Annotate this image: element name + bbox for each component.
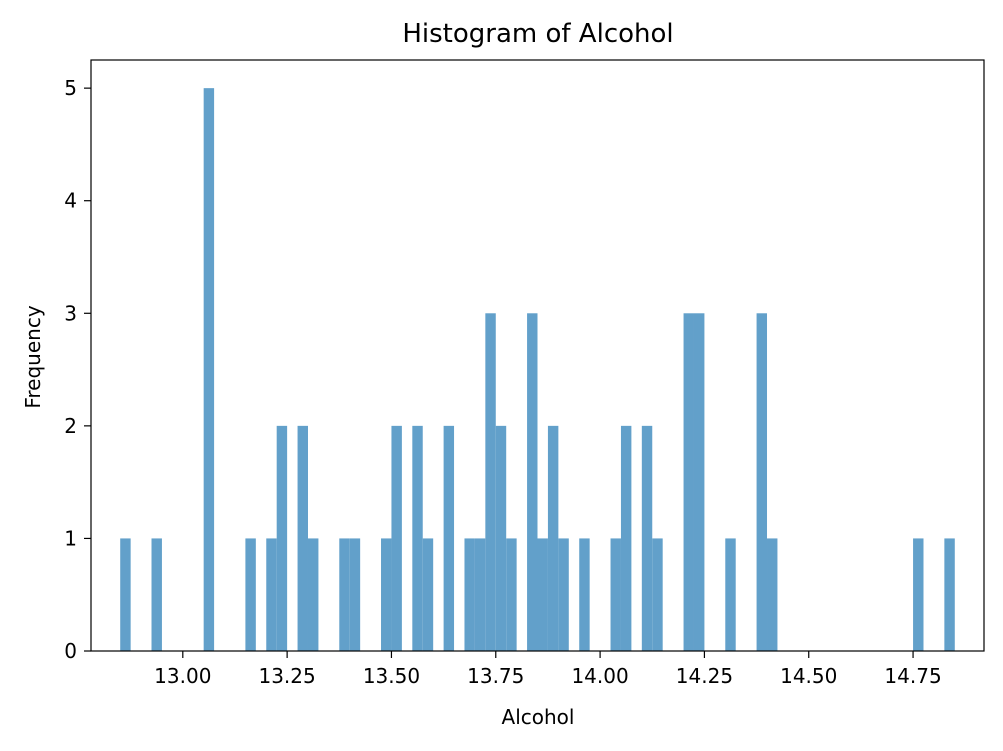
chart-title: Histogram of Alcohol bbox=[402, 19, 673, 49]
x-tick-label: 13.75 bbox=[467, 664, 524, 688]
histogram-bar bbox=[506, 538, 517, 651]
histogram-bar bbox=[464, 538, 475, 651]
y-tick-label: 2 bbox=[64, 414, 77, 438]
histogram-bar bbox=[443, 425, 455, 651]
histogram-bar bbox=[547, 425, 559, 651]
histogram-bar bbox=[349, 538, 361, 651]
y-tick-label: 0 bbox=[64, 639, 77, 663]
histogram-bar bbox=[203, 88, 215, 651]
y-tick-label: 5 bbox=[64, 76, 77, 100]
histogram-bar bbox=[944, 538, 955, 651]
histogram-bar bbox=[767, 538, 778, 651]
histogram-bar bbox=[151, 538, 162, 651]
histogram-bar bbox=[339, 538, 350, 651]
histogram-bar bbox=[381, 538, 392, 651]
x-tick-label: 13.50 bbox=[363, 664, 420, 688]
histogram-bar bbox=[620, 425, 632, 651]
y-tick-label: 1 bbox=[64, 526, 77, 550]
histogram-bar bbox=[266, 538, 277, 651]
x-tick-label: 13.00 bbox=[154, 664, 211, 688]
histogram-bar bbox=[579, 538, 590, 651]
x-tick-label: 14.00 bbox=[571, 664, 628, 688]
histogram-bar bbox=[725, 538, 736, 651]
y-tick-label: 4 bbox=[64, 189, 77, 213]
bars-group bbox=[120, 88, 955, 651]
histogram-bar bbox=[527, 313, 538, 651]
x-tick-label: 14.50 bbox=[780, 664, 837, 688]
x-tick-label: 13.25 bbox=[258, 664, 315, 688]
histogram-bar bbox=[683, 313, 694, 651]
histogram-bar bbox=[537, 538, 548, 651]
histogram-bar bbox=[276, 425, 288, 651]
y-axis-ticks: 0 1 2 3 4 5 bbox=[64, 76, 91, 663]
histogram-bar bbox=[307, 538, 319, 651]
y-tick-label: 3 bbox=[64, 301, 77, 325]
histogram-bar bbox=[474, 538, 486, 651]
x-axis-label: Alcohol bbox=[502, 705, 575, 729]
x-tick-label: 14.75 bbox=[884, 664, 941, 688]
histogram-bar bbox=[245, 538, 256, 651]
histogram-bar bbox=[412, 425, 423, 651]
histogram-bar bbox=[391, 425, 402, 651]
x-axis-ticks: 13.00 13.25 13.50 13.75 14.00 14.25 14.50 14.75 bbox=[154, 651, 942, 688]
histogram-bar bbox=[297, 425, 308, 651]
x-tick-label: 14.25 bbox=[676, 664, 733, 688]
histogram-bar bbox=[913, 538, 924, 651]
histogram-bar bbox=[641, 425, 653, 651]
histogram-bar bbox=[495, 425, 507, 651]
histogram-bar bbox=[120, 538, 131, 651]
histogram-bar bbox=[485, 313, 496, 651]
plot-frame bbox=[90, 59, 985, 652]
histogram-bar bbox=[610, 538, 621, 651]
y-axis-label: Frequency bbox=[21, 305, 45, 408]
histogram-bar bbox=[422, 538, 434, 651]
histogram-bar bbox=[652, 538, 663, 651]
histogram-bar bbox=[693, 313, 705, 651]
histogram-bar bbox=[558, 538, 569, 651]
histogram-bar bbox=[756, 313, 768, 651]
